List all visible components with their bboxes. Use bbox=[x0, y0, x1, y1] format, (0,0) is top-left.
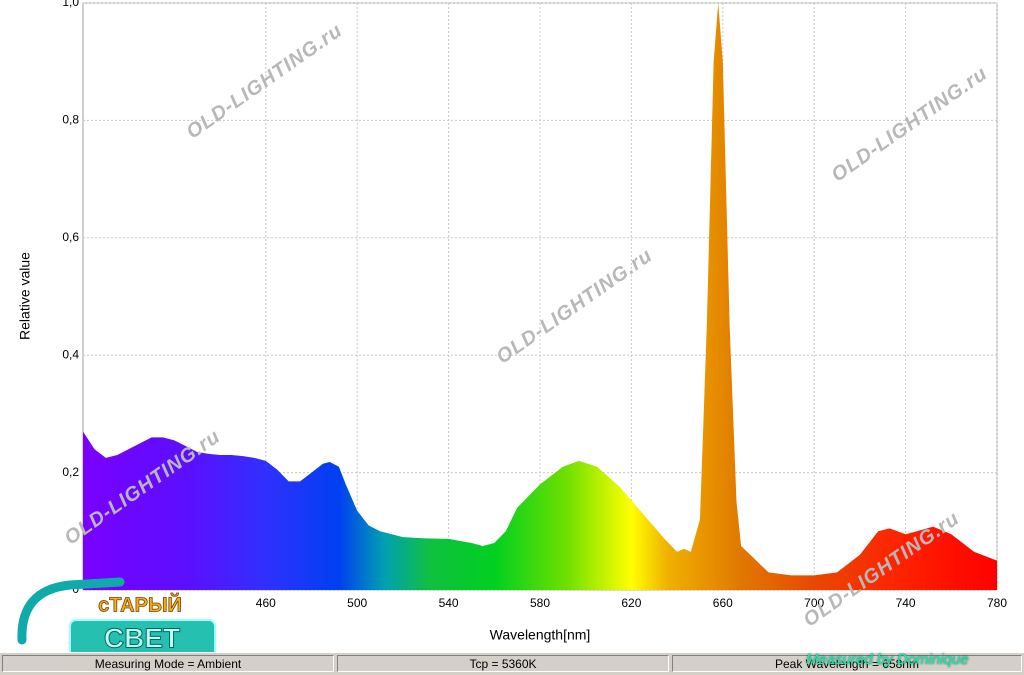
y-tick-label: 0 bbox=[72, 582, 79, 596]
y-axis-label: Relative value bbox=[17, 252, 33, 340]
x-axis-label: Wavelength[nm] bbox=[490, 627, 591, 643]
logo-arc bbox=[17, 577, 125, 645]
y-tick-label: 1,0 bbox=[62, 0, 79, 9]
x-tick-label: 660 bbox=[713, 596, 733, 610]
chart: Wavelength[nm] Relative value 0 0,2 0,4 0,6… bbox=[17, 0, 1007, 652]
status-panel: Peak Wavelength = 658nm bbox=[672, 655, 1022, 672]
x-tick-label: 500 bbox=[347, 596, 367, 610]
status-panel: Tcp = 5360K bbox=[337, 655, 669, 672]
x-tick-label: 580 bbox=[530, 596, 550, 610]
logo-bottom: СВЕТ bbox=[104, 622, 180, 652]
x-tick-label: 780 bbox=[987, 596, 1007, 610]
x-tick-label: 540 bbox=[439, 596, 459, 610]
logo-box bbox=[69, 619, 216, 652]
x-tick-label: 460 bbox=[256, 596, 276, 610]
status-bar: Measuring Mode = Ambient Tcp = 5360K Pea… bbox=[0, 652, 1024, 675]
credit: Measured by Dominique bbox=[806, 651, 969, 668]
status-panel: Measuring Mode = Ambient bbox=[2, 655, 334, 672]
x-tick-label: 620 bbox=[621, 596, 641, 610]
y-tick-label: 0,2 bbox=[62, 465, 79, 479]
x-tick-label: 700 bbox=[804, 596, 824, 610]
logo: сТАРЫЙ СВЕТ bbox=[17, 577, 216, 652]
logo-top: сТАРЫЙ bbox=[98, 592, 182, 616]
y-tick-label: 0,6 bbox=[62, 230, 79, 244]
spectrum-area bbox=[83, 3, 997, 590]
x-tick-label: 740 bbox=[896, 596, 916, 610]
y-tick-label: 0,8 bbox=[62, 113, 79, 127]
y-tick-label: 0,4 bbox=[62, 347, 79, 361]
